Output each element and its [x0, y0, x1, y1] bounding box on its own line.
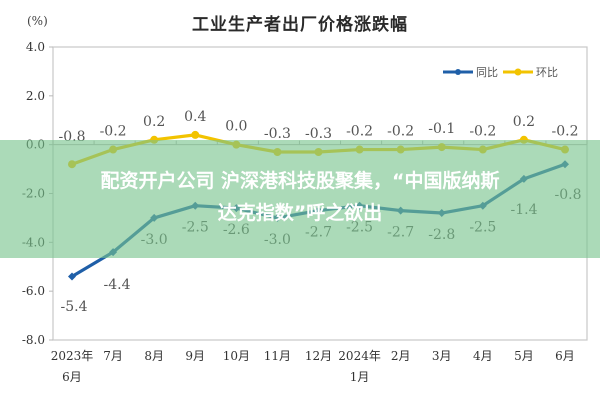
data-label-mom: 0.2 [143, 114, 165, 130]
data-label-yoy: -4.4 [104, 277, 131, 293]
data-label-mom: -0.3 [264, 126, 291, 142]
data-label-mom: -0.1 [428, 121, 455, 137]
data-label-mom: -0.2 [469, 124, 496, 140]
y-tick-label: -8.0 [22, 333, 45, 347]
x-tick-label: 12月 [305, 349, 332, 363]
legend-label-mom: 环比 [536, 66, 558, 79]
x-tick-label: 11月 [264, 349, 291, 363]
data-label-mom: 0.4 [184, 109, 206, 125]
headline-line-1: 配资开户公司 沪深港科技股聚集，“中国版纳斯 [100, 170, 500, 192]
x-tick-label: 3月 [432, 349, 452, 363]
x-tick-label: 9月 [185, 349, 205, 363]
legend-label-yoy: 同比 [476, 66, 498, 79]
headline-overlay-band [0, 140, 600, 258]
data-label-mom: 0.2 [513, 114, 535, 130]
x-axis-labels: 2023年 6月 7月 8月 9月 10月 11月 12月 2024年 1月 2月 3月 4月 5月 6月 [51, 349, 575, 384]
x-tick-label: 4月 [473, 349, 493, 363]
y-tick-label: 4.0 [26, 40, 45, 54]
data-label-mom: -0.2 [100, 124, 127, 140]
x-tick-label: 6月 [62, 370, 82, 384]
data-point-mom [191, 130, 200, 139]
x-tick-label: 2024年 [338, 349, 381, 363]
headline-line-2: 达克指数”呼之欲出 [217, 202, 383, 224]
legend-marker-yoy-icon [455, 69, 461, 75]
x-tick-label: 10月 [223, 349, 250, 363]
x-tick-label: 1月 [350, 370, 370, 384]
data-label-mom: -0.2 [346, 124, 373, 140]
data-label-mom: -0.2 [387, 124, 414, 140]
x-tick-label: 2023年 [51, 349, 94, 363]
y-tick-label: -6.0 [22, 284, 45, 298]
x-tick-label: 2月 [391, 349, 411, 363]
data-label-mom: 0.0 [225, 119, 247, 135]
y-tick-label: 2.0 [26, 89, 45, 103]
data-label-yoy: -5.4 [61, 299, 88, 315]
x-tick-label: 6月 [555, 349, 575, 363]
y-axis-unit: (%) [27, 14, 48, 28]
legend-marker-mom-icon [514, 68, 522, 76]
x-tick-label: 5月 [514, 349, 534, 363]
x-tick-label: 8月 [144, 349, 164, 363]
x-tick-label: 7月 [103, 349, 123, 363]
data-label-mom: -0.2 [552, 124, 579, 140]
chart-legend: 同比 环比 [443, 66, 558, 79]
data-point-yoy [68, 272, 76, 281]
chart-title: 工业生产者出厂价格涨跌幅 [192, 15, 408, 35]
data-label-mom: -0.3 [305, 126, 332, 142]
